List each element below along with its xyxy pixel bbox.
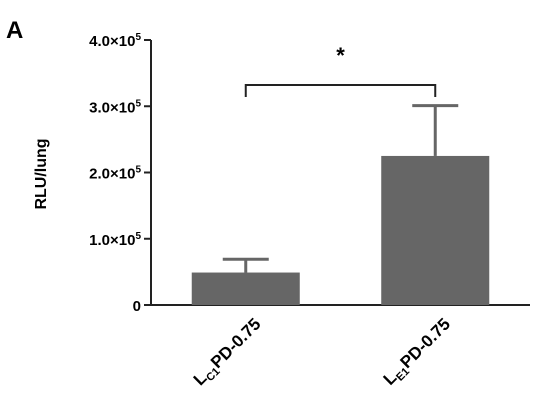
significance-bracket: [244, 84, 437, 98]
significance-marker: *: [336, 43, 345, 68]
x-category-label: LC1PD-0.75: [190, 314, 267, 391]
y-tick-label: 4.0×105: [89, 32, 141, 50]
x-category-label: LE1PD-0.75: [380, 314, 457, 391]
y-axis-ticks: 0 1.0×105 2.0×105 3.0×105 4.0×105: [89, 32, 151, 315]
y-tick-label: 0: [133, 298, 141, 315]
bars-group: [191, 104, 490, 305]
y-tick-label: 1.0×105: [89, 231, 141, 249]
y-tick-label: 3.0×105: [89, 98, 141, 116]
bar: [381, 155, 490, 305]
panel-label: A: [6, 17, 23, 44]
bar: [191, 272, 300, 305]
significance-group: *: [244, 43, 437, 98]
x-axis-labels: LC1PD-0.75 LE1PD-0.75: [190, 314, 457, 391]
y-tick-label: 2.0×105: [89, 165, 141, 183]
y-axis-label: RLU/lung: [33, 138, 50, 209]
